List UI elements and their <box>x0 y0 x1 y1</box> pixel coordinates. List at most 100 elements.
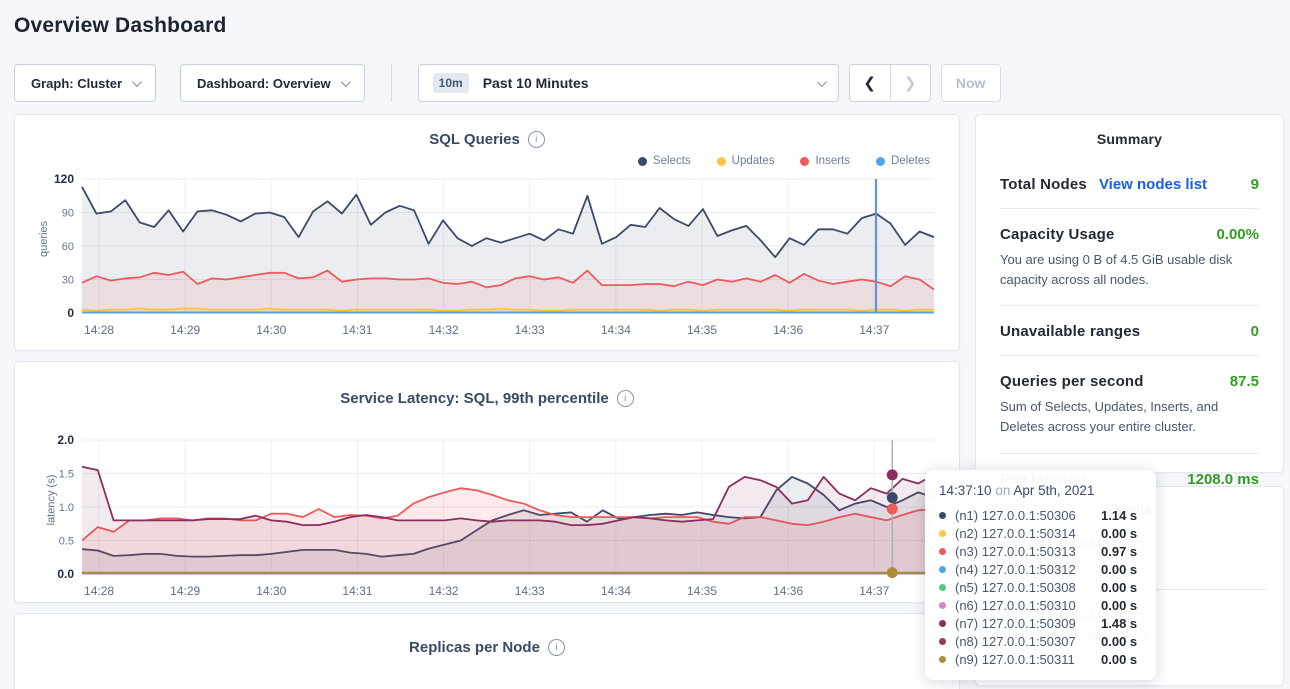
legend-dot <box>716 156 726 166</box>
svg-text:14:35: 14:35 <box>687 323 717 337</box>
tooltip-on: on <box>991 483 1014 498</box>
svg-text:14:37: 14:37 <box>859 584 889 598</box>
svg-text:14:37: 14:37 <box>859 323 889 337</box>
info-icon[interactable]: i <box>547 638 565 656</box>
tooltip-row-n3: (n3) 127.0.0.1:50313 0.97 s <box>939 542 1142 560</box>
svg-text:0.5: 0.5 <box>59 536 74 548</box>
chevron-down-icon <box>816 76 827 87</box>
tooltip-row-n8: (n8) 127.0.0.1:50307 0.00 s <box>939 632 1142 650</box>
svg-text:30: 30 <box>62 275 74 287</box>
tooltip-row-n1: (n1) 127.0.0.1:50306 1.14 s <box>939 506 1142 524</box>
svg-text:14:31: 14:31 <box>342 584 372 598</box>
svg-text:14:28: 14:28 <box>84 323 114 337</box>
capacity-description: You are using 0 B of 4.5 GiB usable disk… <box>1000 252 1233 288</box>
legend-label: Updates <box>731 155 775 167</box>
svg-text:120: 120 <box>54 172 74 186</box>
svg-text:14:34: 14:34 <box>601 323 631 337</box>
series-dot <box>939 583 946 591</box>
y-axis-label: queries <box>38 220 51 258</box>
time-prev-button[interactable]: ❮ <box>849 65 890 101</box>
qps-label: Queries per second <box>1000 373 1144 391</box>
chart-hover-tooltip: 14:37:10 on Apr 5th, 2021 (n1) 127.0.0.1… <box>925 470 1156 680</box>
y-axis-label: latency (s) <box>45 474 58 526</box>
time-nav-group: ❮ ❯ <box>848 64 931 102</box>
time-range-selector[interactable]: 10m Past 10 Minutes <box>417 64 839 102</box>
time-next-button: ❯ <box>889 65 930 101</box>
svg-text:14:30: 14:30 <box>256 323 286 337</box>
legend-dot <box>637 156 647 166</box>
graph-dropdown[interactable]: Graph: Cluster <box>14 64 157 102</box>
series-dot <box>939 529 946 537</box>
chart-title-sql-queries: SQL Queries <box>429 130 520 148</box>
capacity-label: Capacity Usage <box>1000 226 1115 243</box>
svg-text:14:30: 14:30 <box>256 584 286 598</box>
qps-description: Sum of Selects, Updates, Inserts, and De… <box>1000 399 1219 435</box>
toolbar-divider <box>390 64 392 102</box>
page-title: Overview Dashboard <box>14 14 227 37</box>
sql-queries-chart[interactable]: queries 0 30 60 90 120 14:28 14:29 14:30 14:31 14… <box>30 171 944 346</box>
svg-text:14:36: 14:36 <box>773 323 803 337</box>
total-nodes-value: 9 <box>1250 176 1259 193</box>
toolbar: Graph: Cluster Dashboard: Overview 10m P… <box>14 64 1276 102</box>
svg-text:90: 90 <box>62 208 74 220</box>
unavailable-ranges-value: 0 <box>1250 323 1259 341</box>
view-nodes-list-link[interactable]: View nodes list <box>1098 176 1208 193</box>
svg-text:14:29: 14:29 <box>170 584 200 598</box>
chevron-down-icon <box>131 76 142 87</box>
time-range-label: Past 10 Minutes <box>482 75 589 91</box>
chevron-down-icon <box>340 76 351 87</box>
service-latency-chart[interactable]: latency (s) 0.0 0.5 1.0 1.5 2.0 14:28 14:29 14:… <box>30 432 944 607</box>
svg-text:14:32: 14:32 <box>429 323 459 337</box>
tooltip-timestamp: 14:37:10 on Apr 5th, 2021 <box>939 483 1142 498</box>
summary-row-qps: Queries per second 87.5 Sum of Selects, … <box>1000 356 1259 454</box>
capacity-value: 0.00% <box>1216 226 1259 243</box>
svg-text:14:33: 14:33 <box>515 584 545 598</box>
svg-text:14:28: 14:28 <box>84 584 114 598</box>
tooltip-row-n7: (n7) 127.0.0.1:50309 1.48 s <box>939 614 1142 632</box>
summary-title: Summary <box>1096 131 1163 147</box>
svg-text:0.0: 0.0 <box>57 567 74 581</box>
sql-queries-chart-card: SQL Queries i Selects Updates Inserts <box>14 114 960 351</box>
summary-panel: Summary Total Nodes View nodes list 9 Ca… <box>975 114 1284 488</box>
dashboard-dropdown[interactable]: Dashboard: Overview <box>180 64 365 102</box>
page-header: Overview Dashboard Graph: Cluster Dashbo… <box>0 0 1290 102</box>
unavailable-ranges-label: Unavailable ranges <box>1000 323 1141 341</box>
svg-text:14:34: 14:34 <box>601 584 631 598</box>
now-button: Now <box>940 64 1001 102</box>
total-nodes-label: Total Nodes <box>1000 176 1087 193</box>
chart-legend: Selects Updates Inserts Deletes <box>30 151 944 171</box>
chart-title-service-latency: Service Latency: SQL, 99th percentile <box>340 389 609 407</box>
svg-text:14:29: 14:29 <box>170 323 200 337</box>
tooltip-row-n6: (n6) 127.0.0.1:50310 0.00 s <box>939 596 1142 614</box>
chart-title-replicas: Replicas per Node <box>409 638 540 656</box>
svg-text:14:32: 14:32 <box>429 584 459 598</box>
info-icon[interactable]: i <box>616 389 634 407</box>
info-icon[interactable]: i <box>527 130 545 148</box>
tooltip-row-n9: (n9) 127.0.0.1:50311 0.00 s <box>939 650 1142 668</box>
series-dot <box>939 511 946 519</box>
svg-text:1.5: 1.5 <box>59 469 74 481</box>
series-dot <box>939 601 946 609</box>
legend-dot <box>876 156 885 166</box>
svg-text:0: 0 <box>67 306 74 320</box>
svg-text:14:36: 14:36 <box>773 584 803 598</box>
series-dot <box>939 619 946 627</box>
legend-item-inserts: Inserts <box>800 155 850 167</box>
legend-label: Deletes <box>891 155 930 167</box>
series-dot <box>939 637 946 645</box>
svg-text:14:31: 14:31 <box>342 323 372 337</box>
legend-item-updates: Updates <box>716 155 775 167</box>
summary-row-capacity: Capacity Usage 0.00% You are using 0 B o… <box>1000 209 1259 307</box>
legend-dot <box>800 156 810 166</box>
tooltip-row-n5: (n5) 127.0.0.1:50308 0.00 s <box>939 578 1142 596</box>
p99-latency-value: 1208.0 ms <box>1187 470 1259 488</box>
dashboard-dropdown-label: Dashboard: Overview <box>197 75 331 91</box>
svg-text:2.0: 2.0 <box>57 433 74 447</box>
series-dot <box>939 565 946 573</box>
replicas-per-node-chart-card: Replicas per Node i <box>14 613 960 689</box>
summary-row-unavailable: Unavailable ranges 0 <box>1000 306 1259 357</box>
tooltip-time: 14:37:10 <box>939 483 992 498</box>
charts-column: SQL Queries i Selects Updates Inserts <box>14 114 960 689</box>
series-dot <box>939 547 946 555</box>
service-latency-chart-card: Service Latency: SQL, 99th percentile i … <box>14 361 960 603</box>
